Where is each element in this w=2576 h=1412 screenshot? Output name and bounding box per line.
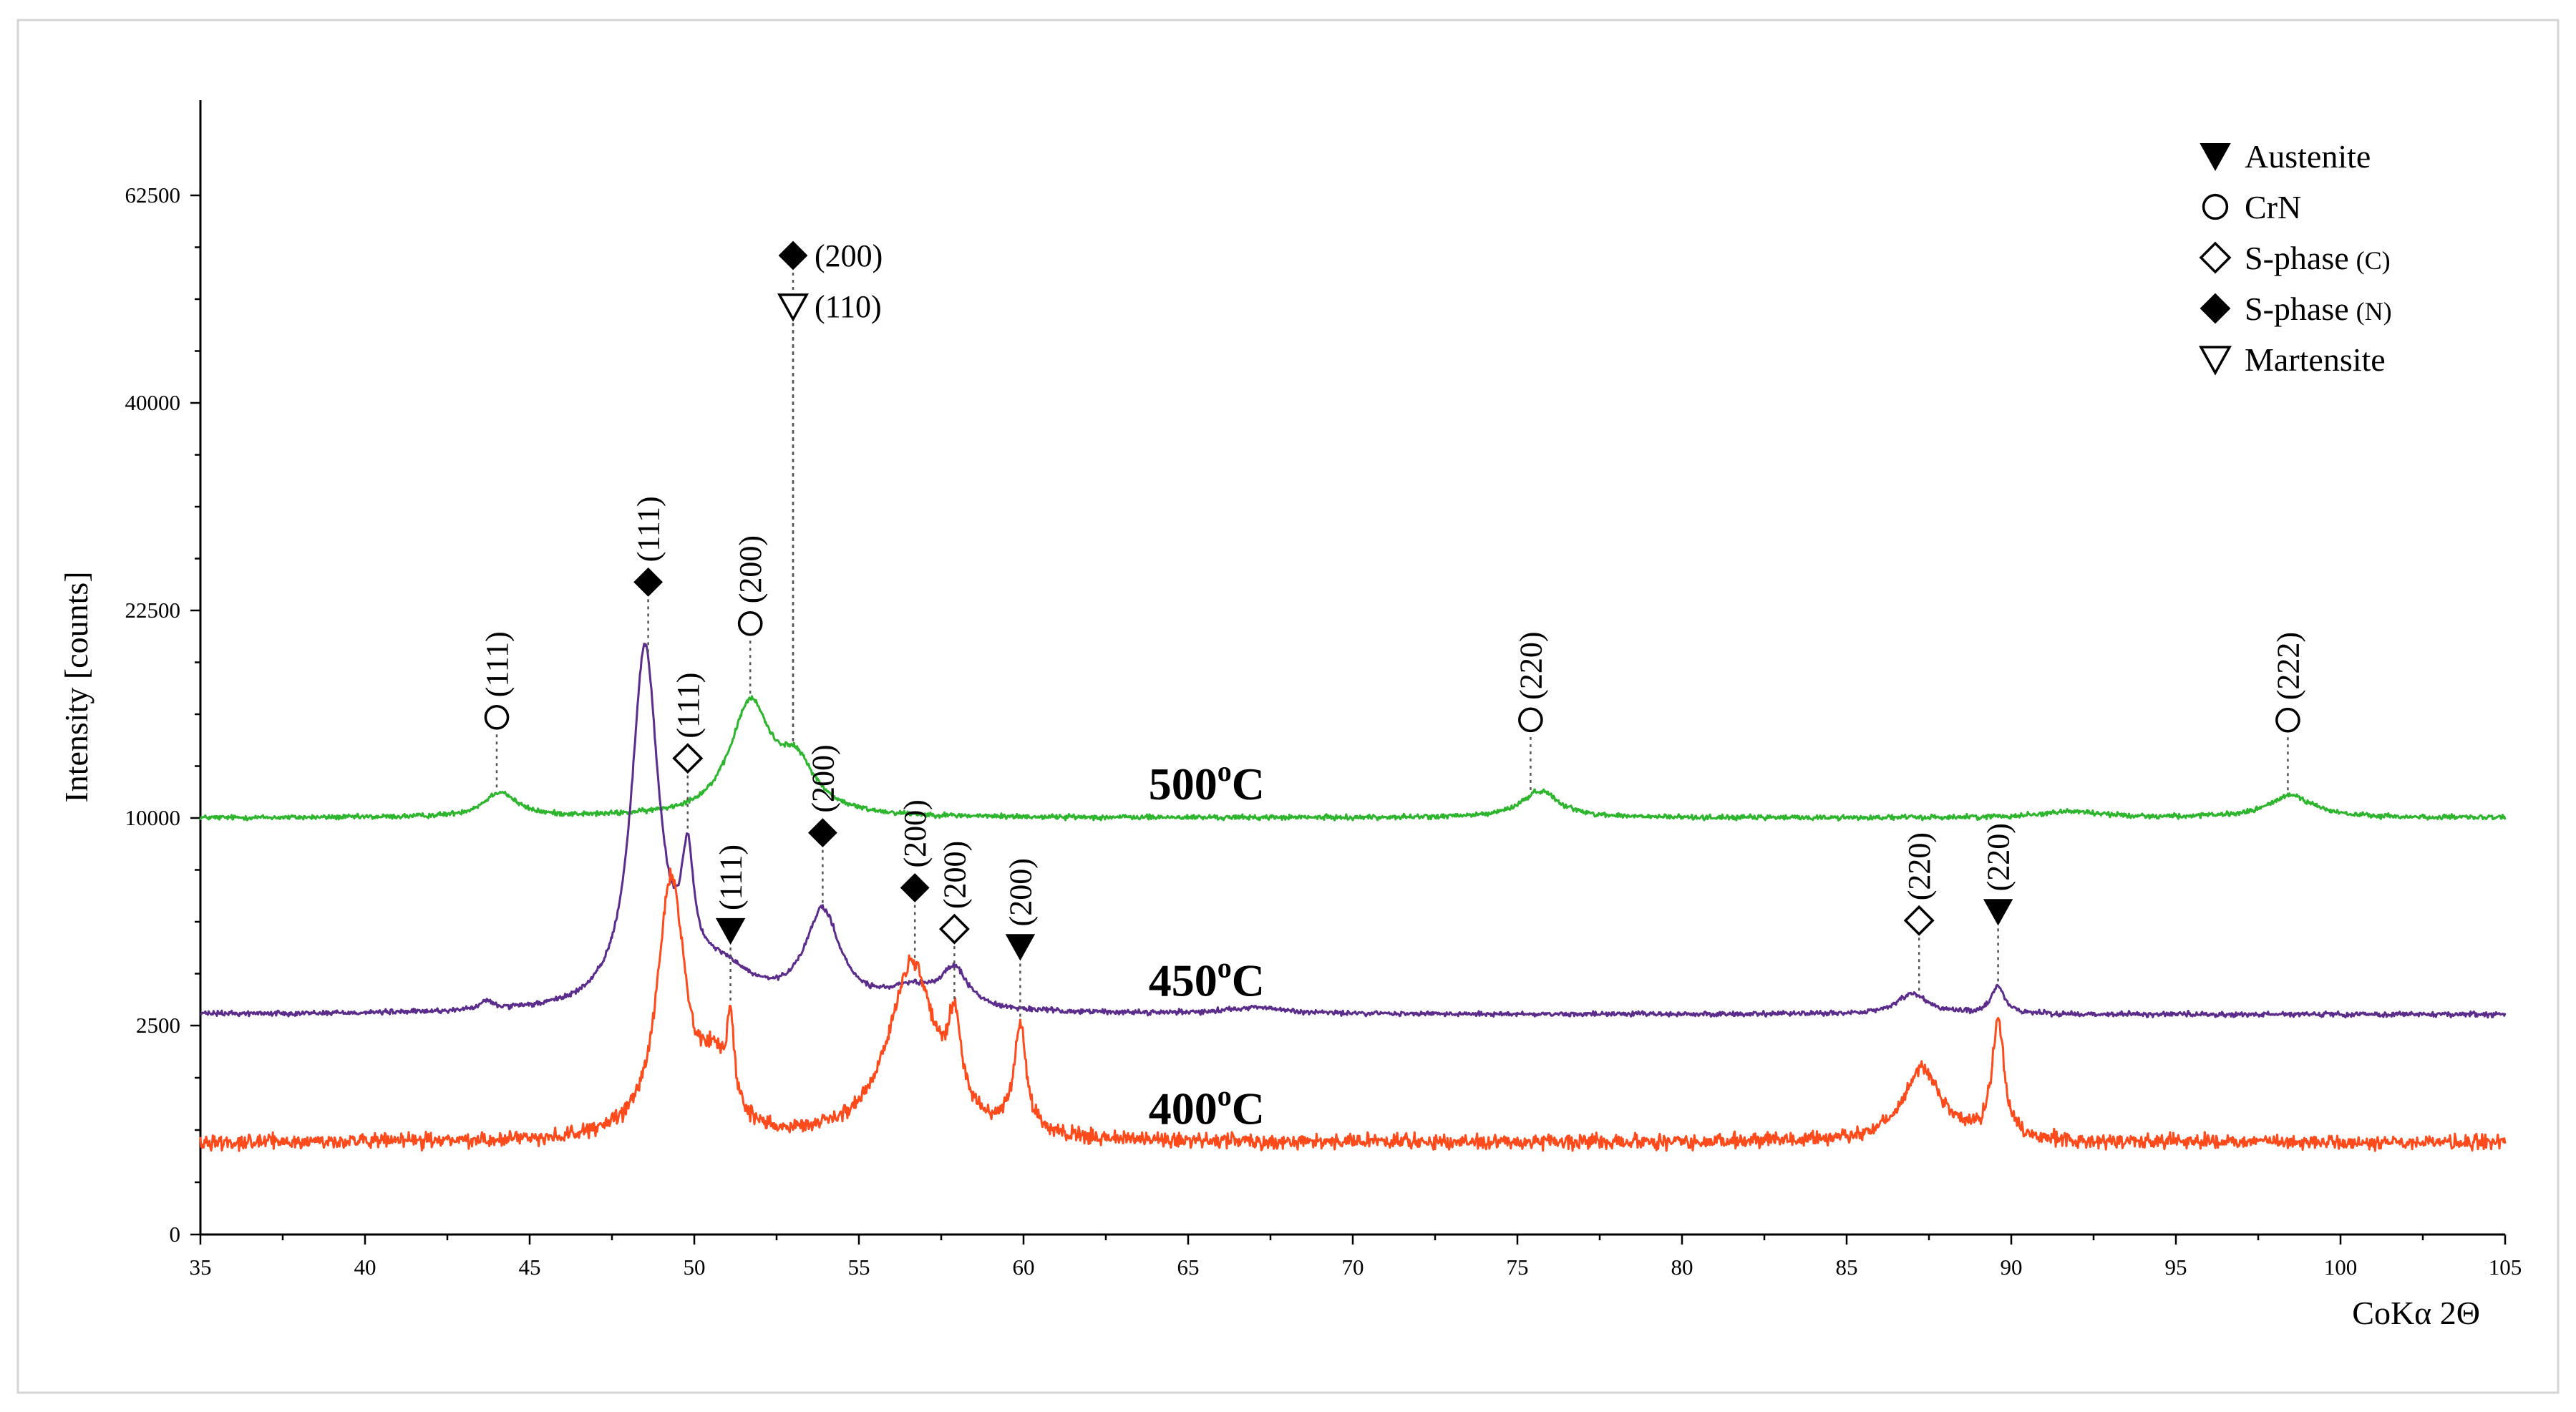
- annotation-label: (111): [631, 496, 666, 562]
- triangle-open-icon: [2199, 346, 2232, 376]
- annotation-label: (200): [898, 799, 933, 867]
- legend-label: S-phase (N): [2245, 291, 2392, 327]
- annotation-label: (200): [815, 238, 883, 273]
- annotation-label: (110): [815, 289, 882, 324]
- triangle-filled-icon: [1005, 934, 1036, 961]
- x-tick-label: 75: [1507, 1255, 1529, 1280]
- series-group: [199, 643, 2507, 1152]
- y-tick-label: 62500: [125, 182, 181, 208]
- diamond-filled-icon: [900, 873, 930, 902]
- y-tick-label: 10000: [125, 805, 181, 830]
- x-tick-label: 80: [1671, 1255, 1693, 1280]
- y-tick-label: 22500: [125, 598, 181, 623]
- x-tick-label: 40: [354, 1255, 376, 1280]
- triangle-filled-icon: [715, 917, 746, 945]
- diamond-open-icon: [672, 743, 704, 774]
- triangle-filled-icon: [1983, 899, 2013, 926]
- annotation-label: (220): [1981, 823, 2016, 891]
- y-tick-label: 2500: [136, 1013, 180, 1038]
- temperature-label-400: 400oC: [1149, 1080, 1265, 1134]
- diamond-open-icon: [938, 913, 970, 945]
- diamond-open-icon: [1903, 905, 1935, 936]
- legend-label: Austenite: [2245, 138, 2371, 175]
- y-axis-title: Intensity [counts]: [58, 571, 94, 802]
- series-line-400: [199, 867, 2507, 1152]
- annotation-group: (111)(111)(111)(111)(200)(200)(110)(200)…: [480, 238, 2305, 1018]
- annotation-label: (200): [1003, 858, 1038, 926]
- legend: Austenite CrN S-phase (C) S-phase (N) Martensi…: [2199, 138, 2392, 378]
- circle-open-icon: [484, 704, 510, 730]
- legend-label: Martensite: [2245, 341, 2386, 378]
- diamond-filled-icon: [807, 818, 837, 848]
- temperature-label-450: 450oC: [1149, 952, 1265, 1006]
- annotation-label: (111): [671, 673, 706, 739]
- x-tick-label: 65: [1177, 1255, 1200, 1280]
- x-tick-label: 100: [2324, 1255, 2358, 1280]
- annotation-label: (220): [1902, 832, 1937, 900]
- x-tick-label: 95: [2165, 1255, 2187, 1280]
- legend-label: S-phase (C): [2245, 240, 2391, 276]
- series-line-500: [199, 695, 2507, 822]
- x-axis-title: CoKα 2Θ: [2352, 1295, 2480, 1331]
- triangle-filled-icon: [2200, 143, 2231, 172]
- circle-open-icon: [1518, 707, 1543, 733]
- annotation-label: (222): [2270, 632, 2305, 700]
- figure-frame: [16, 19, 2560, 1394]
- axis-lines: [199, 100, 2505, 1236]
- x-tick-label: 50: [684, 1255, 706, 1280]
- annotation-label: (111): [714, 844, 749, 910]
- x-tick-label: 85: [1836, 1255, 1858, 1280]
- x-tick-label: 60: [1013, 1255, 1035, 1280]
- circle-open-icon: [737, 610, 763, 636]
- x-tick-label: 35: [190, 1255, 212, 1280]
- temperature-labels: 500oC 450oC 400oC: [1149, 755, 1265, 1134]
- axes: 35 40 45 50 55 60 65 70 75 80 85 90 95 100 105 0 2500 100…: [125, 100, 2522, 1280]
- triangle-open-icon: [777, 293, 809, 322]
- y-tick-label: 0: [170, 1222, 181, 1247]
- diamond-filled-icon: [778, 240, 808, 271]
- y-tick-label: 40000: [125, 390, 181, 415]
- x-tick-label: 45: [519, 1255, 541, 1280]
- annotation-label: (111): [480, 631, 515, 697]
- diamond-open-icon: [2199, 241, 2232, 274]
- diamond-filled-icon: [633, 567, 664, 597]
- annotation-label: (200): [937, 841, 972, 909]
- circle-open-icon: [2275, 707, 2300, 733]
- x-tick-label: 55: [848, 1255, 870, 1280]
- annotation-label: (220): [1513, 632, 1548, 700]
- x-tick-label: 90: [2001, 1255, 2023, 1280]
- annotation-label: (200): [805, 744, 840, 812]
- series-line-450: [200, 643, 2507, 1019]
- diamond-filled-icon: [2200, 293, 2231, 324]
- temperature-label-500: 500oC: [1149, 755, 1265, 809]
- x-tick-label: 105: [2489, 1255, 2522, 1280]
- circle-open-icon: [2202, 193, 2229, 220]
- annotation-label: (200): [733, 535, 768, 603]
- legend-label: CrN: [2245, 189, 2301, 225]
- x-tick-label: 70: [1342, 1255, 1364, 1280]
